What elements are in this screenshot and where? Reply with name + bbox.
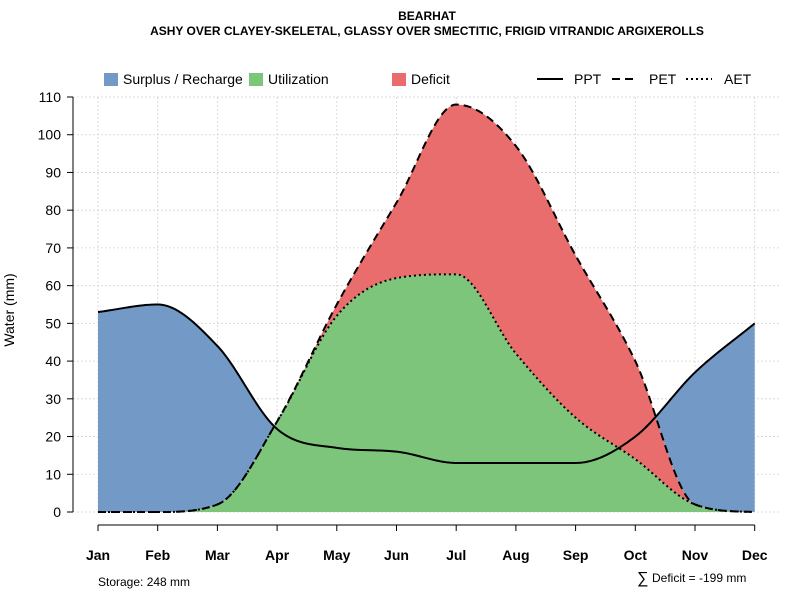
legend-label: AET (724, 71, 752, 87)
legend-item-surplus-recharge: Surplus / Recharge (104, 71, 243, 87)
y-tick-label-50: 50 (45, 315, 61, 331)
areas (98, 104, 755, 513)
axes: 0 10 20 30 40 50 60 70 80 90 100 110 Jan Feb Mar Apr May… (38, 89, 768, 563)
y-tick-label-20: 20 (45, 429, 61, 445)
chart-title: BEARHAT (398, 9, 456, 23)
y-tick-label-60: 60 (45, 278, 61, 294)
legend-label: Surplus / Recharge (123, 71, 243, 87)
y-tick-label-30: 30 (45, 391, 61, 407)
x-tick-label-apr: Apr (265, 547, 290, 563)
utilization-base-area (98, 426, 755, 512)
storage-annotation: Storage: 248 mm (98, 575, 190, 589)
lines (97, 103, 756, 513)
pet-line (98, 103, 755, 513)
x-tick-label-oct: Oct (624, 547, 648, 563)
x-tick-label-nov: Nov (682, 547, 709, 563)
x-tick-label-jan: Jan (86, 547, 110, 563)
ppt-line (97, 303, 756, 464)
legend-item-ppt: PPT (537, 71, 602, 87)
deficit-area (98, 104, 755, 513)
legend-item-pet: PET (612, 71, 677, 87)
legend-item-deficit: Deficit (392, 71, 450, 87)
y-tick-label-0: 0 (53, 504, 61, 520)
x-tick-label-may: May (323, 547, 350, 563)
x-tick-label-mar: Mar (205, 547, 230, 563)
legend-swatch (249, 73, 263, 86)
y-axis-label: Water (mm) (1, 273, 17, 346)
legend-label: Utilization (268, 71, 329, 87)
x-tick-label-aug: Aug (502, 547, 529, 563)
utilization-area (98, 274, 755, 512)
aet-line (98, 273, 755, 513)
legend-item-utilization: Utilization (249, 71, 329, 87)
x-tick-label-jul: Jul (446, 547, 466, 563)
deficit-annotation: Deficit = -199 mm (652, 571, 746, 585)
x-tick-label-feb: Feb (145, 547, 170, 563)
x-tick-label-jun: Jun (384, 547, 409, 563)
sum-symbol: ∑ (637, 570, 648, 587)
y-tick-label-40: 40 (45, 353, 61, 369)
surplus-area (98, 104, 755, 513)
legend-swatch (104, 73, 118, 86)
legend-label: PPT (574, 71, 602, 87)
legend-item-aet: AET (686, 71, 752, 87)
legend: Surplus / Recharge Utilization Deficit PPT P… (104, 71, 752, 87)
legend-swatch (392, 73, 406, 86)
y-tick-label-10: 10 (45, 466, 61, 482)
legend-label: Deficit (411, 71, 450, 87)
y-tick-label-110: 110 (39, 89, 62, 105)
chart-subtitle: ASHY OVER CLAYEY-SKELETAL, GLASSY OVER S… (150, 24, 704, 38)
x-tick-label-sep: Sep (563, 547, 589, 563)
x-tick-label-dec: Dec (742, 547, 768, 563)
legend-label: PET (649, 71, 677, 87)
y-tick-label-100: 100 (38, 127, 62, 143)
y-tick-label-90: 90 (45, 164, 61, 180)
y-tick-label-80: 80 (45, 202, 61, 218)
y-tick-label-70: 70 (45, 240, 61, 256)
